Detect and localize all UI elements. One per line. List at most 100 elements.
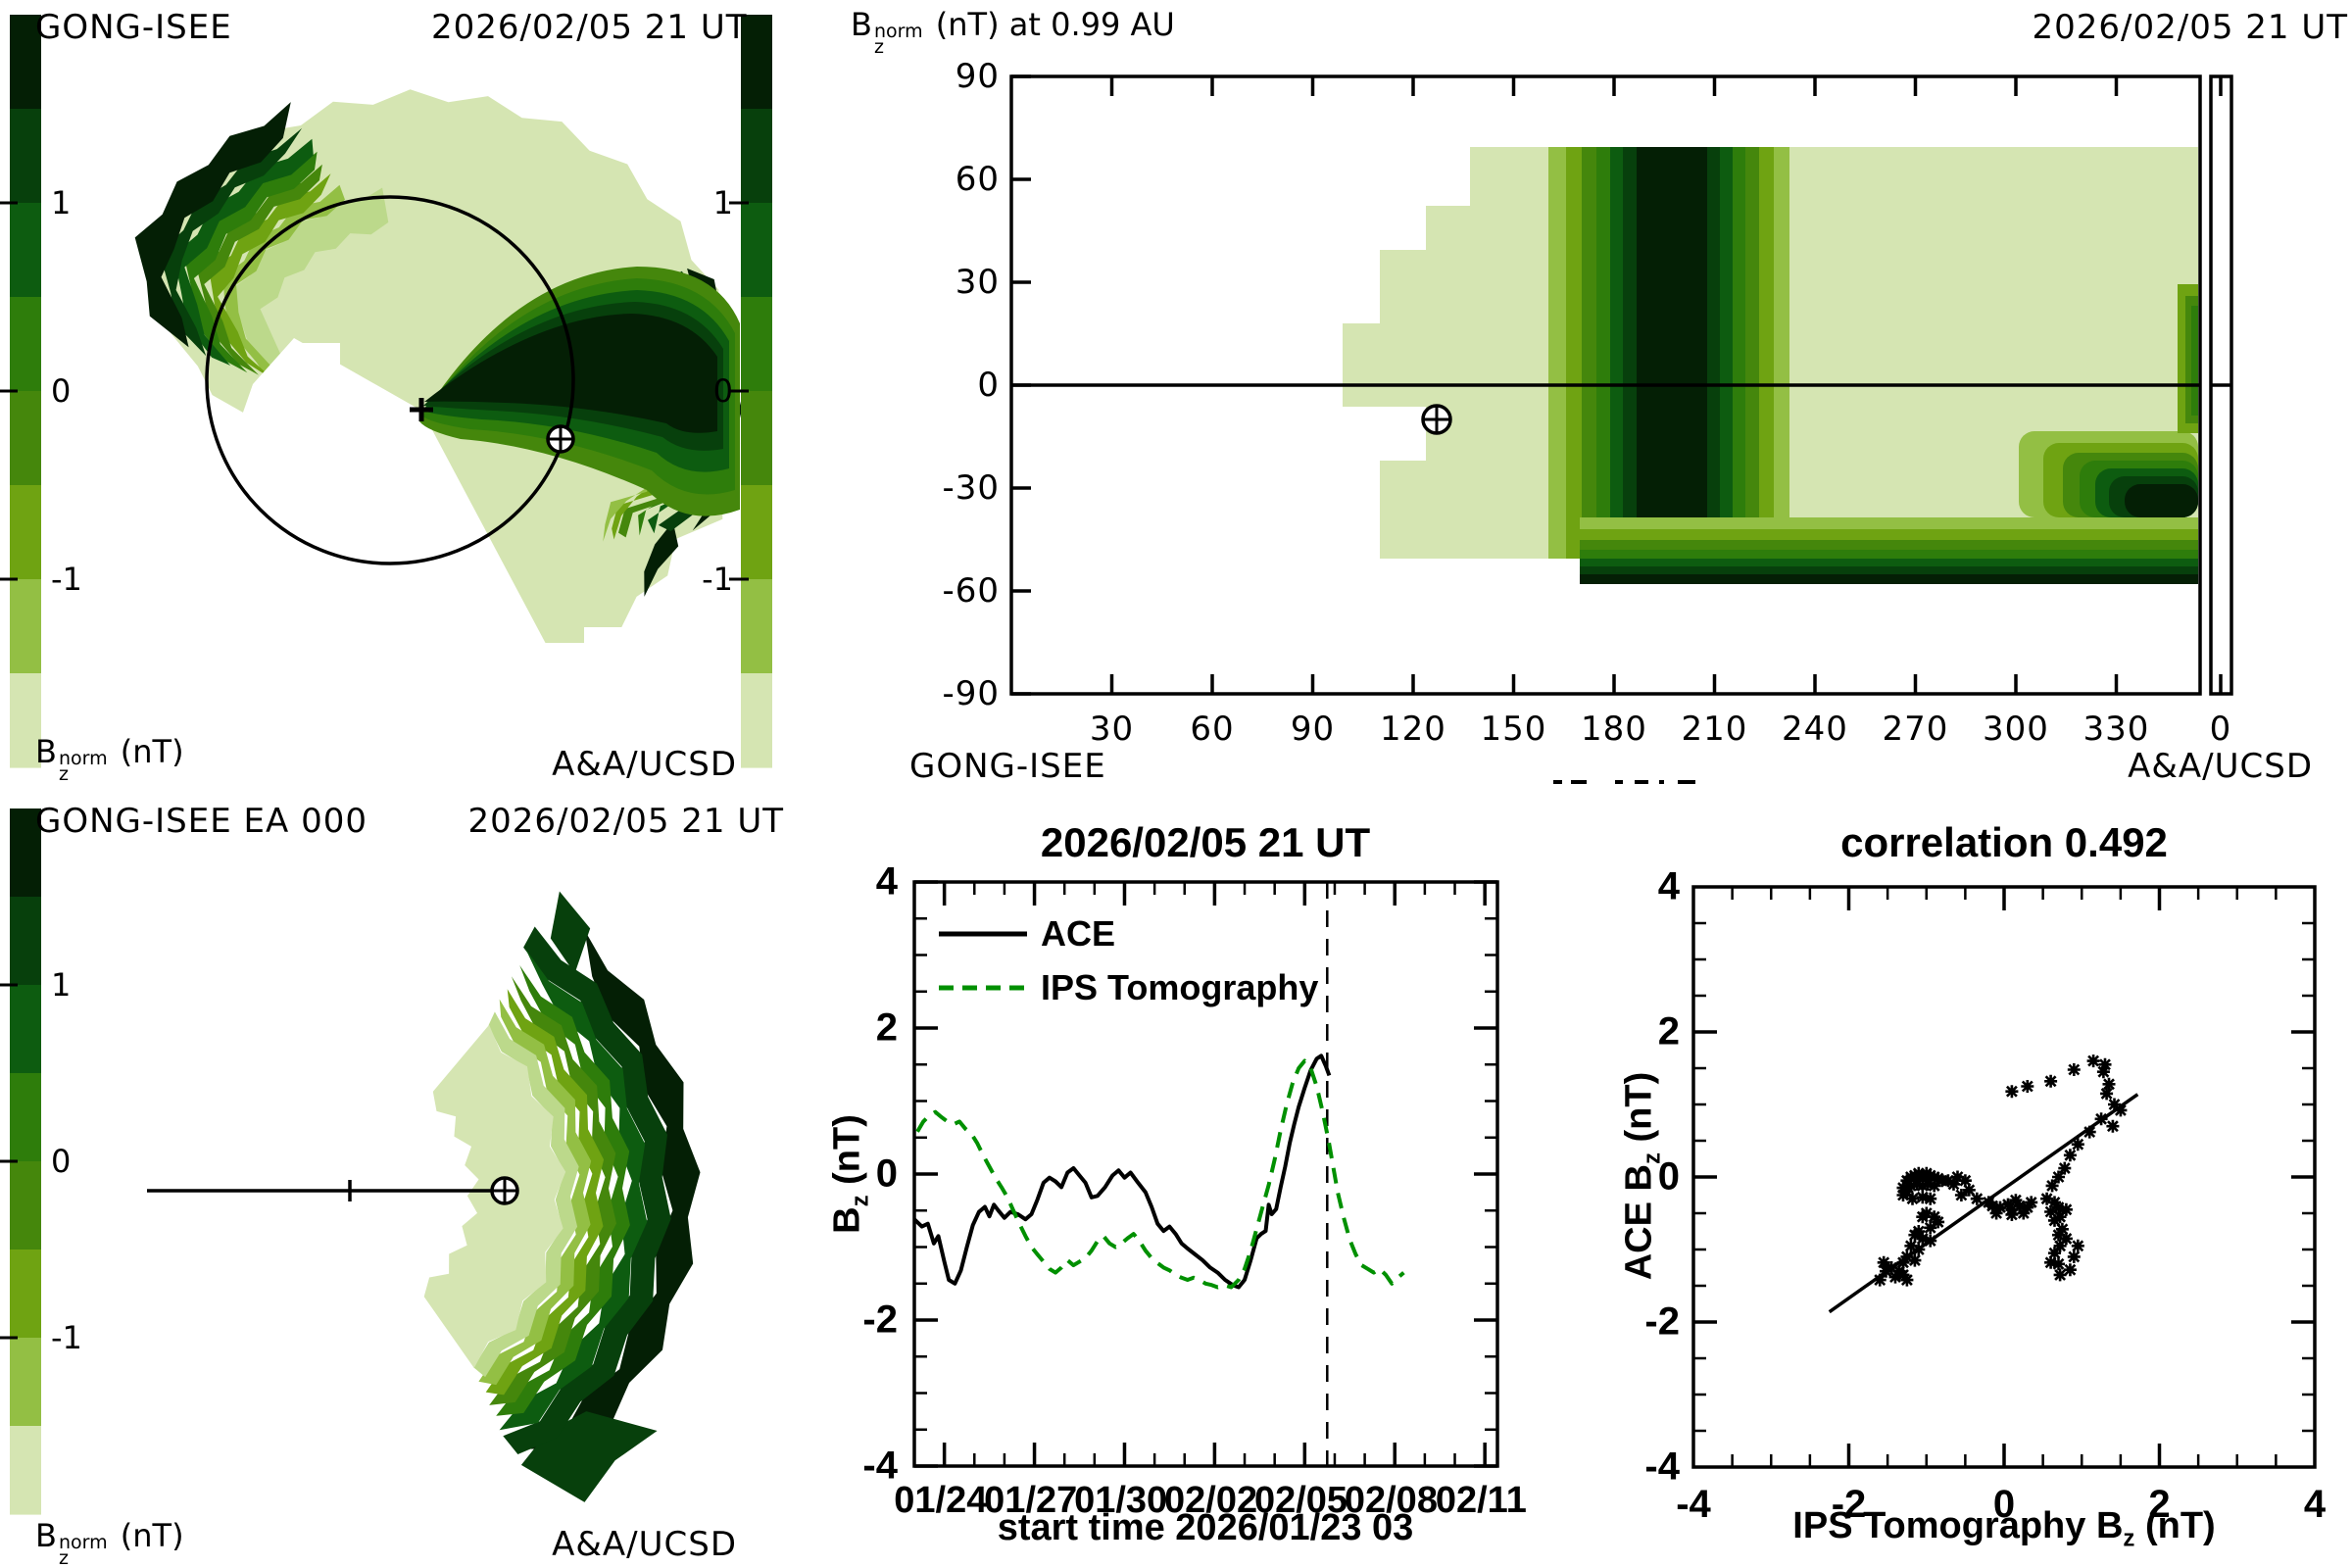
b-symbol: B bbox=[35, 1517, 57, 1554]
clipped-text-artifact bbox=[1553, 780, 1695, 784]
scatter-x-tick-label: 4 bbox=[2303, 1483, 2327, 1526]
series-ips-tomography bbox=[915, 1058, 1405, 1290]
scatter-point-marker bbox=[2013, 1200, 2027, 1213]
map-source: GONG-ISEE bbox=[909, 747, 1106, 786]
contour-band bbox=[134, 102, 291, 348]
jagged-step bbox=[584, 627, 633, 662]
map-lon-tick-label: 90 bbox=[1290, 710, 1336, 749]
clipped-dash bbox=[1571, 780, 1587, 784]
scatter-point-marker bbox=[1928, 1179, 1941, 1193]
timeseries-x-tick-label: 01/30 bbox=[1074, 1480, 1168, 1521]
map-colorbar-tick-label: 1 bbox=[712, 184, 733, 221]
map-lon-tick-label: 60 bbox=[1190, 710, 1235, 749]
fan-colorbar-segment bbox=[10, 808, 41, 898]
map-datetime: 2026/02/05 21 UT bbox=[2032, 8, 2348, 47]
scatter-point-marker bbox=[2067, 1063, 2081, 1076]
scatter-point-marker bbox=[1921, 1177, 1935, 1191]
scatter-point-marker bbox=[1916, 1232, 1930, 1246]
map-colorbar-segment bbox=[741, 297, 772, 392]
scatter-title: correlation 0.492 bbox=[1840, 819, 2168, 865]
map-contour-band bbox=[1580, 574, 2198, 584]
map-title-suffix: (nT) at 0.99 AU bbox=[935, 6, 1175, 43]
scatter-point-marker bbox=[2044, 1255, 2058, 1269]
scatter-x-tick-label: 2 bbox=[2148, 1483, 2171, 1526]
unit-text: (nT) bbox=[826, 1114, 868, 1185]
scatter-point-marker bbox=[1904, 1179, 1918, 1193]
fan-colorbar-segment bbox=[10, 897, 41, 986]
unit-text: (nT) bbox=[120, 1517, 184, 1554]
z-subscript: z bbox=[2123, 1525, 2135, 1552]
fan-colorbar-segment bbox=[10, 985, 41, 1074]
scatter-point-marker bbox=[2052, 1200, 2065, 1214]
carrington-map bbox=[1009, 74, 2233, 696]
scatter-point-marker bbox=[1947, 1177, 1960, 1191]
scatter-point-marker bbox=[2114, 1103, 2128, 1117]
scatter-point-marker bbox=[2044, 1074, 2058, 1088]
scatter-point-marker bbox=[1888, 1270, 1902, 1284]
scatter-point-marker bbox=[1962, 1183, 1976, 1197]
scatter-plot bbox=[1691, 885, 2317, 1469]
scatter-point-marker bbox=[1932, 1215, 1945, 1229]
timeseries-y-tick-label: 2 bbox=[875, 1005, 898, 1050]
scatter-y-tick-label: 2 bbox=[1657, 1009, 1680, 1054]
scatter-point-marker bbox=[2040, 1192, 2054, 1205]
map-contour-band bbox=[2125, 484, 2198, 517]
fan-colorbar-segment bbox=[10, 1250, 41, 1339]
scatter-point-marker bbox=[1924, 1192, 1937, 1205]
fisheye-colorbar-tick-label: 0 bbox=[51, 372, 72, 410]
scatter-y-tick-label: -2 bbox=[1644, 1299, 1680, 1344]
scatter-point-marker bbox=[2071, 1138, 2084, 1152]
fisheye-colorbar-segment bbox=[10, 297, 41, 392]
fan-colorbar-segment bbox=[10, 1426, 41, 1515]
scatter-point-marker bbox=[1916, 1191, 1930, 1204]
fan-contour-band bbox=[523, 930, 701, 1449]
jagged-step bbox=[299, 343, 340, 374]
one-au-orbit-circle bbox=[205, 195, 575, 565]
contour-band bbox=[197, 164, 322, 375]
fisheye-colorbar-segment bbox=[10, 673, 41, 768]
scatter-point-marker bbox=[1924, 1221, 1937, 1235]
scatter-point-marker bbox=[1951, 1170, 1964, 1184]
scatter-point-marker bbox=[1916, 1179, 1930, 1193]
timeseries-x-tick-label: 01/24 bbox=[894, 1480, 988, 1521]
scatter-point-marker bbox=[1941, 1174, 1955, 1188]
map-contour-band bbox=[1637, 147, 1707, 559]
fisheye-credit: A&A/UCSD bbox=[552, 745, 737, 784]
scatter-point-marker bbox=[1908, 1253, 1922, 1267]
map-lon-tick-label: 210 bbox=[1681, 710, 1748, 749]
fan-credit: A&A/UCSD bbox=[552, 1525, 737, 1564]
scatter-point-marker bbox=[2052, 1228, 2065, 1242]
fan-contour-band bbox=[503, 926, 671, 1454]
map-lon-tick-label: 270 bbox=[1882, 710, 1949, 749]
scatter-point-marker bbox=[2045, 1179, 2059, 1193]
scatter-point-marker bbox=[2063, 1263, 2077, 1277]
scatter-x-tick-label: 0 bbox=[1992, 1483, 2016, 1526]
fan-colorbar-segment bbox=[10, 1338, 41, 1427]
norm-superscript: norm bbox=[873, 21, 923, 42]
scatter-point-marker bbox=[2053, 1268, 2067, 1282]
scatter-point-marker bbox=[2053, 1239, 2067, 1252]
unit-text: (nT) bbox=[2144, 1505, 2216, 1546]
map-colorbar-segment bbox=[741, 391, 772, 486]
scatter-point-marker bbox=[1880, 1264, 1892, 1278]
fan-colorbar-tick-label: -1 bbox=[51, 1319, 82, 1356]
fisheye-colorbar-segment bbox=[10, 485, 41, 580]
scatter-point-marker bbox=[2009, 1194, 2023, 1207]
map-lon-tick-label: 330 bbox=[2082, 710, 2150, 749]
fisheye-colorbar-segment bbox=[10, 391, 41, 486]
fan-contour-band bbox=[473, 1011, 579, 1378]
map-lon-tick-label: 150 bbox=[1480, 710, 1547, 749]
fan-title: GONG-ISEE EA 000 bbox=[35, 802, 368, 841]
scatter-y-tick-label: 4 bbox=[1657, 864, 1680, 908]
fan-contour-band bbox=[499, 949, 648, 1431]
timeseries-x-tick-label: 02/05 bbox=[1253, 1480, 1348, 1521]
map-contour-band bbox=[1580, 550, 2198, 559]
scatter-point-marker bbox=[1970, 1192, 1984, 1205]
scatter-point-marker bbox=[1896, 1255, 1910, 1269]
fisheye-colorbar-tick-label: -1 bbox=[51, 561, 82, 598]
map-lat-tick-label: 60 bbox=[955, 160, 1000, 199]
scatter-point-marker bbox=[1900, 1250, 1914, 1263]
fisheye-colorbar-segment bbox=[10, 15, 41, 110]
scatter-point-marker bbox=[2052, 1257, 2065, 1271]
